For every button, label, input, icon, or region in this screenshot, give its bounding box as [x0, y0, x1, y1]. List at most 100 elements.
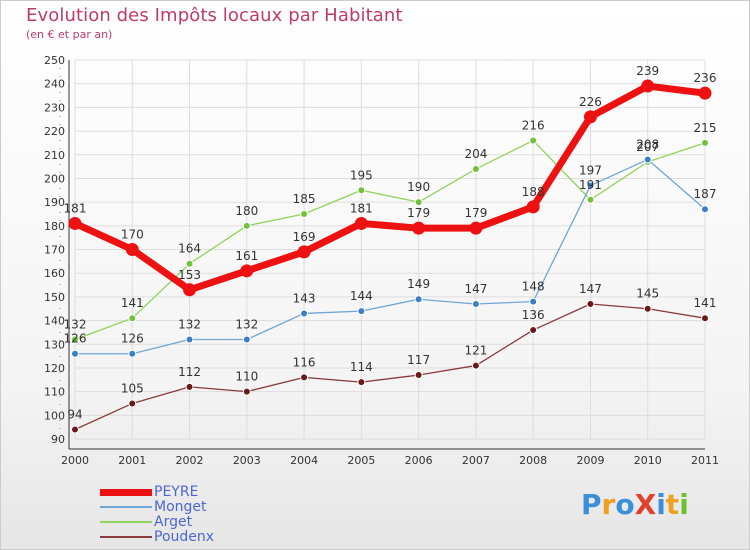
x-tick-label: 2010 [634, 454, 662, 467]
legend-label: PEYRE [154, 484, 199, 500]
legend-label: Arget [154, 514, 193, 530]
data-point-arget [128, 314, 137, 323]
data-label-arget: 132 [64, 318, 87, 332]
data-label-monget: 148 [522, 280, 545, 294]
data-label-peyre: 161 [235, 249, 258, 263]
series-line-peyre [71, 82, 709, 294]
y-tick-label: 150 [44, 291, 65, 304]
legend-swatch [100, 536, 152, 538]
data-point-poudenx [529, 326, 538, 335]
data-point-monget [242, 335, 251, 344]
x-tick-label: 2006 [405, 454, 433, 467]
data-point-poudenx [414, 371, 423, 380]
data-point-monget [414, 295, 423, 304]
data-point-poudenx [128, 399, 137, 408]
data-point-monget [300, 309, 309, 318]
data-label-arget: 180 [235, 204, 258, 218]
data-point-peyre [641, 79, 655, 93]
x-tick-label: 2000 [61, 454, 89, 467]
data-point-poudenx [185, 382, 194, 391]
data-label-arget: 204 [464, 147, 487, 161]
y-tick-label: 170 [44, 244, 65, 257]
logo-letter: X [634, 488, 657, 521]
data-label-peyre: 188 [522, 185, 545, 199]
data-label-arget: 195 [350, 168, 373, 182]
data-label-peyre: 153 [178, 268, 201, 282]
data-point-peyre [240, 264, 254, 278]
data-point-peyre [125, 243, 139, 256]
data-label-arget: 216 [522, 119, 545, 133]
data-label-poudenx: 136 [522, 308, 545, 322]
data-label-arget: 164 [178, 242, 201, 256]
logo-letter: i [679, 488, 689, 521]
data-label-poudenx: 121 [464, 344, 487, 358]
data-point-poudenx [586, 299, 595, 308]
y-tick-label: 210 [44, 149, 65, 162]
y-tick-label: 200 [44, 172, 65, 185]
data-point-arget [357, 186, 366, 195]
data-point-arget [242, 221, 251, 230]
y-tick-label: 240 [44, 78, 65, 91]
data-label-arget: 215 [694, 121, 717, 135]
data-point-peyre [698, 86, 712, 100]
data-label-peyre: 226 [579, 95, 602, 109]
data-point-peyre [68, 216, 82, 230]
data-point-peyre [469, 221, 483, 235]
data-point-arget [414, 198, 423, 207]
x-tick-label: 2002 [176, 454, 204, 467]
data-label-monget: 132 [178, 318, 201, 332]
x-tick-label: 2005 [347, 454, 375, 467]
data-label-monget: 126 [121, 332, 144, 346]
data-point-monget [128, 349, 137, 358]
legend-label: Monget [154, 499, 207, 515]
series-line-monget [74, 158, 706, 355]
y-tick-label: 220 [44, 125, 65, 138]
series-line-poudenx [74, 303, 706, 431]
y-tick-label: 130 [44, 338, 65, 351]
data-label-poudenx: 110 [235, 370, 258, 384]
data-point-peyre [526, 200, 540, 214]
data-label-poudenx: 116 [293, 355, 316, 369]
data-label-arget: 141 [121, 296, 144, 310]
data-point-monget [71, 349, 79, 358]
data-label-monget: 143 [293, 291, 316, 305]
data-point-poudenx [643, 304, 652, 313]
data-point-poudenx [242, 387, 251, 396]
x-tick-label: 2011 [691, 454, 719, 467]
y-tick-label: 90 [51, 433, 65, 446]
data-point-poudenx [71, 425, 79, 434]
data-label-peyre: 181 [64, 201, 87, 215]
data-label-poudenx: 112 [178, 365, 201, 379]
data-label-arget: 191 [579, 178, 602, 192]
y-tick-label: 120 [44, 362, 65, 375]
data-point-peyre [412, 221, 426, 235]
data-label-poudenx: 141 [694, 296, 717, 310]
data-label-poudenx: 147 [579, 282, 602, 296]
data-point-monget [701, 205, 709, 214]
data-label-arget: 207 [636, 140, 659, 154]
data-label-poudenx: 105 [121, 381, 144, 395]
y-tick-label: 100 [44, 409, 65, 422]
data-label-poudenx: 94 [67, 408, 82, 422]
data-point-peyre [583, 110, 597, 124]
data-label-poudenx: 117 [407, 353, 430, 367]
data-label-arget: 190 [407, 180, 430, 194]
legend-label: Poudenx [154, 529, 215, 545]
data-label-monget: 208 [636, 137, 659, 151]
chart-title: Evolution des Impôts locaux par Habitant [26, 5, 403, 26]
legend-swatch [100, 506, 152, 508]
data-label-peyre: 181 [350, 201, 373, 215]
logo-letter: P [581, 488, 602, 521]
x-tick-label: 2008 [519, 454, 547, 467]
data-label-monget: 147 [464, 282, 487, 296]
data-label-peyre: 179 [407, 206, 430, 220]
data-point-arget [529, 136, 538, 145]
data-label-monget: 197 [579, 164, 602, 178]
data-point-monget [643, 155, 652, 164]
data-point-arget [701, 138, 709, 147]
data-point-arget [185, 259, 194, 268]
data-label-monget: 149 [407, 277, 430, 291]
y-tick-label: 230 [44, 101, 65, 114]
